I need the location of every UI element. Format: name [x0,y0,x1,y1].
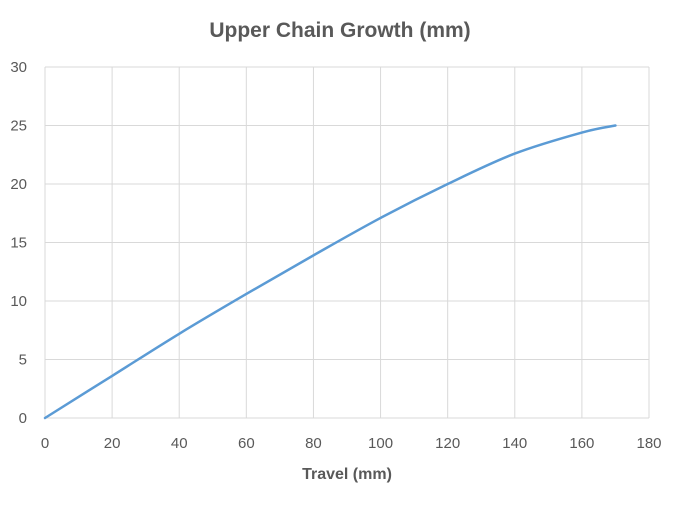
x-tick-label: 120 [435,435,460,452]
x-tick-label: 40 [171,435,188,452]
y-tick-label: 20 [10,176,27,193]
x-tick-label: 60 [238,435,255,452]
x-tick-label: 0 [41,435,49,452]
y-tick-label: 30 [10,59,27,76]
x-axis-label: Travel (mm) [302,466,392,483]
y-tick-label: 25 [10,118,27,135]
x-tick-label: 80 [305,435,322,452]
series-line [43,124,617,420]
x-tick-label: 100 [368,435,393,452]
x-tick-label: 20 [104,435,121,452]
x-tick-label: 180 [636,435,661,452]
y-tick-label: 0 [19,410,27,427]
x-tick-label: 160 [569,435,594,452]
y-tick-label: 15 [10,235,27,252]
y-tick-label: 10 [10,293,27,310]
x-tick-label: 140 [502,435,527,452]
chart-title: Upper Chain Growth (mm) [209,19,470,42]
y-tick-label: 5 [19,352,27,369]
